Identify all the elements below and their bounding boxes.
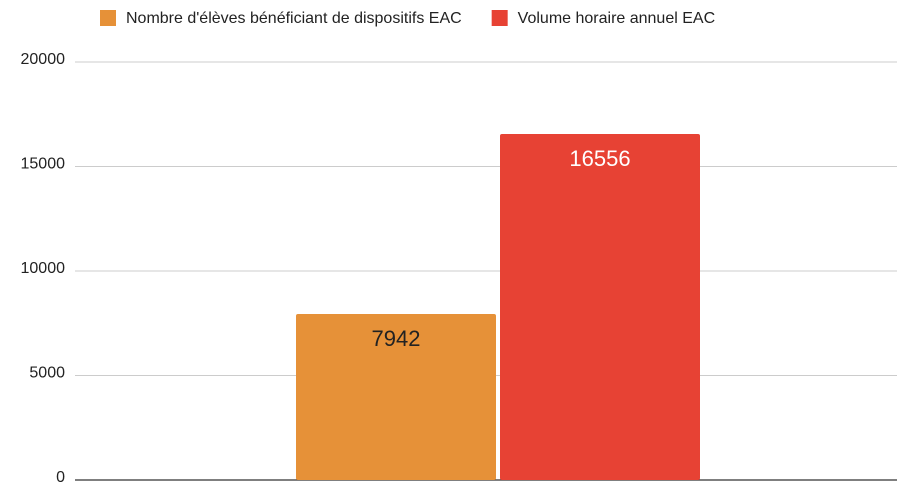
y-tick-label: 0 xyxy=(56,469,65,484)
legend-label: Volume horaire annuel EAC xyxy=(518,10,715,27)
bar xyxy=(296,314,496,480)
y-tick-label: 5000 xyxy=(29,365,65,382)
data-label: 7942 xyxy=(372,326,421,351)
y-tick-label: 20000 xyxy=(21,51,66,68)
data-label: 16556 xyxy=(569,146,630,171)
y-tick-label: 10000 xyxy=(21,260,66,277)
y-tick-label: 15000 xyxy=(21,156,66,173)
legend-label: Nombre d'élèves bénéficiant de dispositi… xyxy=(126,10,462,27)
bar xyxy=(500,133,700,480)
legend-swatch xyxy=(100,10,116,26)
legend-swatch xyxy=(491,10,508,26)
